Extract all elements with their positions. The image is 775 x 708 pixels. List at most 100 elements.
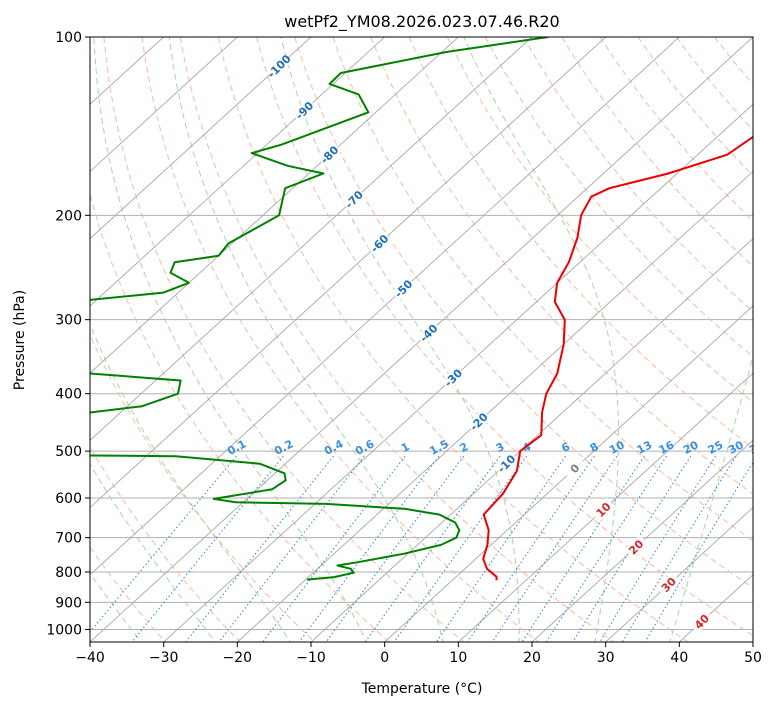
x-tick-label: −40	[75, 650, 105, 666]
pressure-gridlines	[90, 37, 753, 630]
dewpoint-profile-line	[90, 37, 549, 581]
y-axis-label: Pressure (hPa)	[12, 290, 28, 390]
skewed-isotherm	[90, 37, 533, 441]
dry-adiabat	[90, 445, 241, 642]
isotherm-label-background	[416, 320, 441, 346]
isotherm-label-background	[317, 142, 342, 167]
skewed-isotherm	[90, 37, 460, 374]
isotherm-label-background	[494, 451, 519, 476]
mixing-ratio-line	[491, 455, 618, 642]
skewed-isotherm	[90, 37, 312, 240]
dry-adiabat	[332, 37, 753, 542]
moist-adiabat	[280, 37, 520, 642]
dry-adiabat	[90, 192, 391, 642]
mixing-ratio-label: 16	[657, 438, 677, 457]
skewed-isotherm	[310, 238, 753, 642]
isotherm-label-background	[341, 187, 367, 212]
moist-adiabat	[90, 462, 216, 642]
mixing-ratio-label: 20	[681, 438, 701, 457]
y-tick-label: 200	[55, 208, 82, 224]
isotherm-label-background	[266, 54, 292, 79]
mixing-ratio-line	[364, 455, 501, 642]
x-axis-ticks: −40 −30 −20 −10 0 10 20 30 40 50	[75, 642, 762, 666]
y-tick-label: 900	[55, 595, 82, 611]
skewed-isotherm	[90, 37, 239, 173]
dry-adiabat	[90, 333, 316, 642]
x-axis-label: Temperature (°C)	[361, 681, 483, 697]
isotherm-label-background	[562, 456, 587, 481]
x-tick-label: 50	[744, 650, 762, 666]
chart-title: wetPf2_YM08.2026.023.07.46.R20	[284, 12, 559, 32]
mixing-ratio-line	[131, 455, 284, 642]
y-tick-label: 700	[55, 531, 82, 547]
dry-adiabat	[90, 546, 166, 642]
mixing-ratio-line	[90, 455, 237, 633]
dry-adiabat	[141, 37, 540, 642]
moist-adiabat	[168, 37, 444, 642]
y-tick-label: 500	[55, 444, 82, 460]
temperature-profile-line	[482, 135, 753, 581]
moist-adiabat	[669, 353, 753, 642]
mixing-ratio-label: 25	[706, 438, 726, 457]
mixing-ratio-line	[545, 455, 667, 642]
isotherm-label-background	[441, 365, 466, 390]
isotherm-label-background	[591, 497, 616, 522]
dry-adiabat	[294, 37, 753, 589]
x-tick-label: 0	[380, 650, 389, 666]
mixing-ratio-label: 10	[607, 438, 627, 457]
sounding-profiles	[90, 37, 753, 581]
mixing-ratio-line	[325, 455, 465, 642]
mixing-ratio-label: 30	[726, 438, 746, 457]
moist-adiabats	[90, 37, 753, 642]
skewed-isotherm	[457, 372, 753, 642]
mixing-ratio-label: 36	[747, 438, 767, 457]
x-tick-label: −20	[223, 650, 253, 666]
y-axis-ticks: 100 200 300 400 500 600 700 800 900 1000	[46, 30, 90, 638]
y-tick-label: 1000	[46, 622, 82, 638]
x-tick-label: −10	[296, 650, 326, 666]
dry-adiabats	[90, 37, 753, 642]
moist-adiabat	[463, 37, 620, 642]
x-tick-label: 20	[523, 650, 541, 666]
dry-adiabat	[179, 37, 615, 642]
skewed-isotherm	[383, 305, 753, 642]
y-tick-label: 300	[55, 313, 82, 329]
dry-adiabat	[256, 37, 753, 637]
skewed-isotherm	[162, 103, 753, 642]
isotherm-label-background	[466, 409, 491, 434]
x-tick-label: 10	[449, 650, 467, 666]
isotherm-label-background	[391, 276, 416, 301]
mixing-ratio-line	[521, 455, 645, 642]
dry-adiabat	[408, 37, 753, 449]
skewed-isotherm	[604, 506, 753, 642]
dry-adiabat	[217, 37, 690, 642]
moist-adiabat	[90, 323, 291, 642]
x-tick-label: −30	[149, 650, 179, 666]
plot-frame	[89, 36, 754, 643]
x-tick-label: 40	[670, 650, 688, 666]
y-tick-label: 400	[55, 387, 82, 403]
isotherm-label-background	[689, 609, 714, 634]
isotherm-label-background	[367, 231, 392, 256]
mixing-ratio-label: 13	[635, 438, 655, 457]
y-tick-label: 100	[55, 30, 82, 46]
mixing-ratio-line	[218, 455, 365, 642]
mixing-ratio-line	[393, 455, 528, 642]
isotherm-label-background	[656, 572, 681, 597]
moist-adiabat	[90, 572, 142, 642]
mixing-ratio-line	[644, 461, 753, 642]
skewed-isotherm	[90, 37, 607, 509]
skewed-isotherm	[236, 170, 753, 642]
dry-adiabat	[446, 37, 753, 403]
mixing-ratio-line	[262, 455, 406, 642]
y-tick-label: 800	[55, 565, 82, 581]
mixing-ratio-line	[599, 455, 717, 642]
x-tick-label: 30	[597, 650, 615, 666]
isotherm-label-background	[623, 535, 649, 560]
moist-adiabat	[93, 37, 367, 642]
isotherm-label-background	[292, 98, 317, 123]
y-tick-label: 600	[55, 491, 82, 507]
mixing-ratio-lines	[90, 455, 753, 642]
